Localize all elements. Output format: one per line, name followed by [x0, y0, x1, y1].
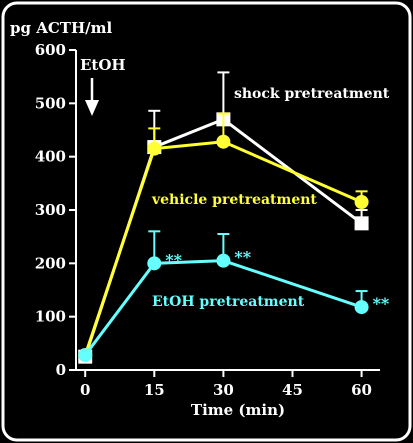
- x-tick-label: 15: [144, 381, 165, 399]
- injection-arrow-icon: [85, 78, 99, 116]
- data-point: [216, 253, 231, 268]
- y-tick-label: 300: [35, 201, 66, 219]
- data-point: [216, 134, 231, 149]
- x-tick-label: 0: [80, 381, 90, 399]
- data-point: [354, 216, 369, 231]
- y-tick-label: 200: [35, 254, 66, 272]
- axes: 0 100 200 300 400 500 600 0 15 30 45 60: [35, 41, 380, 399]
- series-label: EtOH pretreatment: [152, 294, 305, 310]
- data-point: [78, 348, 93, 363]
- plot-area: shock pretreatment vehicle pretreatment Et…: [78, 71, 390, 364]
- x-tick-label: 30: [213, 381, 234, 399]
- series-label: shock pretreatment: [234, 86, 390, 102]
- significance-mark: **: [234, 248, 251, 267]
- y-tick-label: 600: [35, 41, 66, 59]
- series-label: vehicle pretreatment: [151, 192, 317, 208]
- x-tick-label: 60: [351, 381, 372, 399]
- series-line: [83, 140, 363, 356]
- series-line: [84, 259, 363, 356]
- data-point: [147, 256, 162, 271]
- data-point: [147, 141, 162, 156]
- data-point: [354, 300, 369, 315]
- x-tick-label: 45: [282, 381, 303, 399]
- series-2: [78, 112, 369, 363]
- y-tick-label: 400: [35, 148, 66, 166]
- data-point: [354, 195, 369, 209]
- y-tick-label: 0: [56, 361, 66, 379]
- y-axis-label: pg ACTH/ml: [10, 19, 112, 37]
- significance-mark: **: [373, 294, 390, 313]
- etoh-injection-label: EtOH: [80, 56, 126, 74]
- y-tick-label: 500: [35, 94, 66, 112]
- significance-mark: **: [165, 250, 182, 269]
- series-3: [78, 230, 369, 363]
- y-tick-label: 100: [35, 308, 66, 326]
- x-axis-label: Time (min): [191, 401, 285, 419]
